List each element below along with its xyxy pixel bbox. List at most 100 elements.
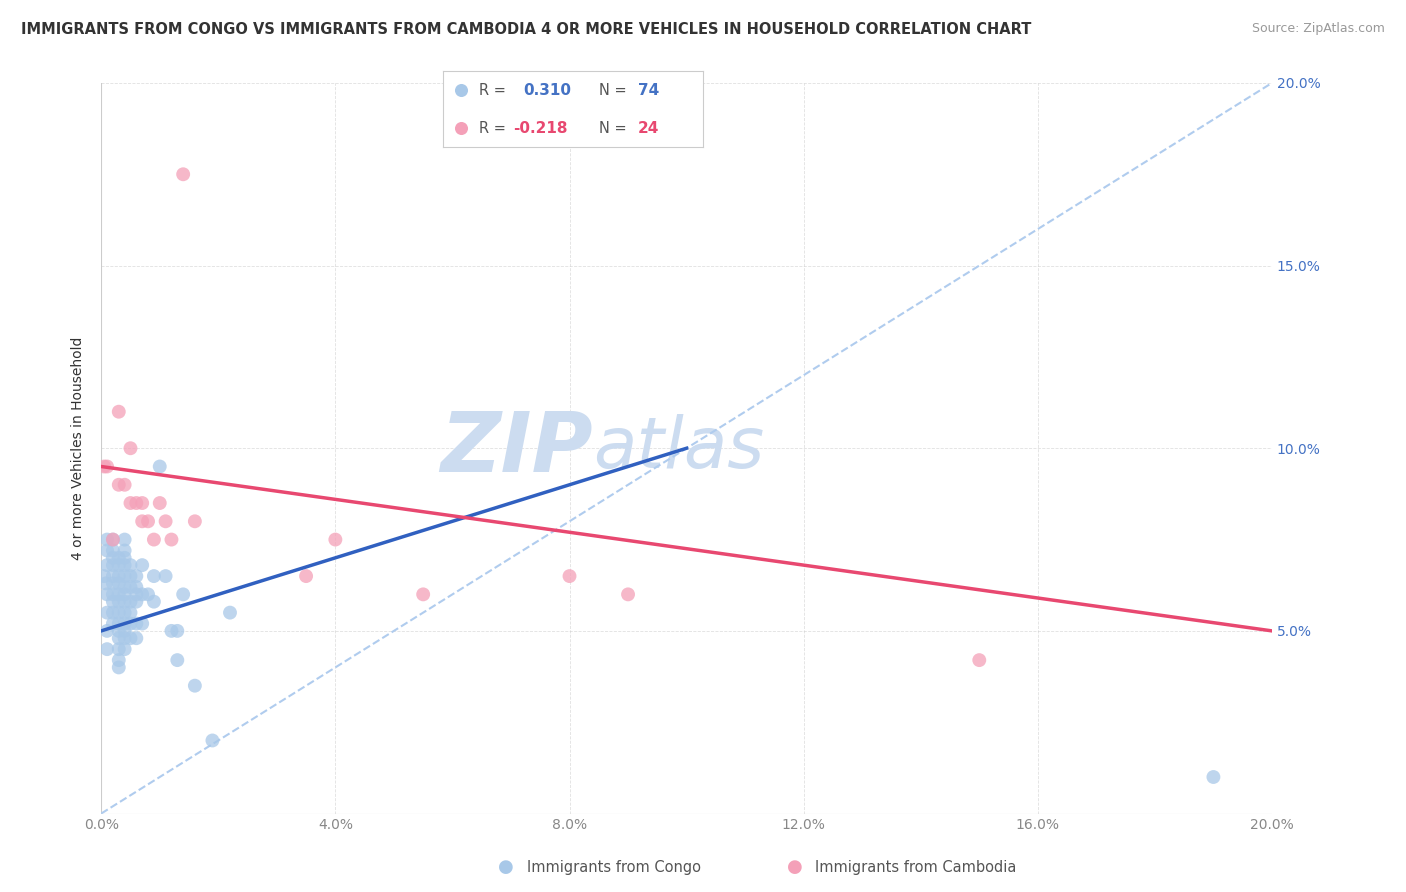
Point xyxy=(125,580,148,594)
Point xyxy=(96,533,118,547)
Point xyxy=(166,653,188,667)
Point xyxy=(101,533,124,547)
Text: ZIP: ZIP xyxy=(440,408,593,489)
Point xyxy=(160,624,183,638)
Point xyxy=(131,587,153,601)
Point xyxy=(184,514,207,528)
Text: IMMIGRANTS FROM CONGO VS IMMIGRANTS FROM CAMBODIA 4 OR MORE VEHICLES IN HOUSEHOL: IMMIGRANTS FROM CONGO VS IMMIGRANTS FROM… xyxy=(21,22,1032,37)
Text: N =: N = xyxy=(599,83,627,98)
Text: ●: ● xyxy=(786,858,803,876)
Point xyxy=(617,587,640,601)
Point xyxy=(114,587,136,601)
Point xyxy=(94,576,117,591)
Point xyxy=(120,496,142,510)
Text: R =: R = xyxy=(479,83,506,98)
Point xyxy=(101,576,124,591)
Point xyxy=(558,569,581,583)
Point xyxy=(96,642,118,657)
Point xyxy=(142,569,165,583)
Point xyxy=(107,550,129,565)
Point xyxy=(160,533,183,547)
Point xyxy=(125,569,148,583)
Point xyxy=(412,587,434,601)
Point xyxy=(114,631,136,645)
Text: N =: N = xyxy=(599,120,627,136)
Point xyxy=(101,606,124,620)
Point xyxy=(120,580,142,594)
Point xyxy=(125,631,148,645)
Point xyxy=(107,595,129,609)
Point xyxy=(101,543,124,558)
Point xyxy=(219,606,242,620)
Point xyxy=(114,569,136,583)
Point xyxy=(114,533,136,547)
Text: 74: 74 xyxy=(638,83,659,98)
Text: ●: ● xyxy=(498,858,515,876)
Point xyxy=(114,595,136,609)
Text: 0.310: 0.310 xyxy=(523,83,571,98)
Text: Source: ZipAtlas.com: Source: ZipAtlas.com xyxy=(1251,22,1385,36)
Point xyxy=(967,653,990,667)
Point xyxy=(96,558,118,573)
Point xyxy=(149,459,172,474)
Point xyxy=(155,569,177,583)
Point xyxy=(172,587,194,601)
Text: 24: 24 xyxy=(638,120,659,136)
Point xyxy=(96,459,118,474)
Point xyxy=(131,616,153,631)
Text: atlas: atlas xyxy=(593,414,763,483)
Point xyxy=(172,167,194,181)
Text: R =: R = xyxy=(479,120,506,136)
Point xyxy=(114,558,136,573)
Point xyxy=(107,558,129,573)
Point xyxy=(101,569,124,583)
Y-axis label: 4 or more Vehicles in Household: 4 or more Vehicles in Household xyxy=(72,336,86,560)
Point xyxy=(120,595,142,609)
Point xyxy=(184,679,207,693)
Point xyxy=(114,624,136,638)
Point xyxy=(107,405,129,419)
Point xyxy=(114,477,136,491)
Point xyxy=(101,558,124,573)
Point xyxy=(136,514,159,528)
Point xyxy=(107,587,129,601)
Point xyxy=(114,616,136,631)
Point xyxy=(101,533,124,547)
Point xyxy=(125,616,148,631)
Point xyxy=(101,616,124,631)
Point xyxy=(1202,770,1225,784)
Point xyxy=(114,580,136,594)
Point xyxy=(131,514,153,528)
Point xyxy=(120,606,142,620)
Point xyxy=(114,550,136,565)
Point xyxy=(96,587,118,601)
Point xyxy=(201,733,224,747)
Point xyxy=(125,496,148,510)
Point xyxy=(107,642,129,657)
Point xyxy=(107,477,129,491)
Point xyxy=(96,606,118,620)
Point xyxy=(166,624,188,638)
Point xyxy=(136,587,159,601)
Point xyxy=(107,624,129,638)
Point xyxy=(93,459,115,474)
Point xyxy=(107,616,129,631)
Point xyxy=(101,587,124,601)
Point xyxy=(125,587,148,601)
Point xyxy=(120,442,142,456)
Point xyxy=(325,533,347,547)
Point xyxy=(96,543,118,558)
Point xyxy=(295,569,318,583)
Point xyxy=(101,595,124,609)
Point xyxy=(96,624,118,638)
Point xyxy=(107,569,129,583)
Text: -0.218: -0.218 xyxy=(513,120,568,136)
Point xyxy=(114,606,136,620)
Point xyxy=(142,595,165,609)
Point xyxy=(131,496,153,510)
Point xyxy=(142,533,165,547)
Point xyxy=(149,496,172,510)
Point xyxy=(114,642,136,657)
Point xyxy=(107,606,129,620)
Point xyxy=(101,550,124,565)
